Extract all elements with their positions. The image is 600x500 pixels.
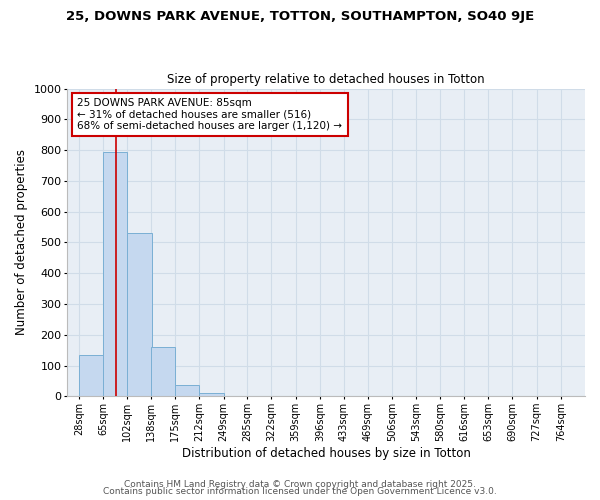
Text: Contains HM Land Registry data © Crown copyright and database right 2025.: Contains HM Land Registry data © Crown c… [124, 480, 476, 489]
Title: Size of property relative to detached houses in Totton: Size of property relative to detached ho… [167, 73, 485, 86]
Bar [151, 347, 175, 397]
Y-axis label: Number of detached properties: Number of detached properties [15, 150, 28, 336]
Bar [175, 385, 199, 396]
X-axis label: Distribution of detached houses by size in Totton: Distribution of detached houses by size … [182, 447, 470, 460]
Text: 25, DOWNS PARK AVENUE, TOTTON, SOUTHAMPTON, SO40 9JE: 25, DOWNS PARK AVENUE, TOTTON, SOUTHAMPT… [66, 10, 534, 23]
Text: Contains public sector information licensed under the Open Government Licence v3: Contains public sector information licen… [103, 488, 497, 496]
Text: 25 DOWNS PARK AVENUE: 85sqm
← 31% of detached houses are smaller (516)
68% of se: 25 DOWNS PARK AVENUE: 85sqm ← 31% of det… [77, 98, 343, 131]
Bar [127, 233, 152, 396]
Bar [199, 394, 224, 396]
Bar [103, 152, 127, 396]
Bar [79, 356, 103, 397]
